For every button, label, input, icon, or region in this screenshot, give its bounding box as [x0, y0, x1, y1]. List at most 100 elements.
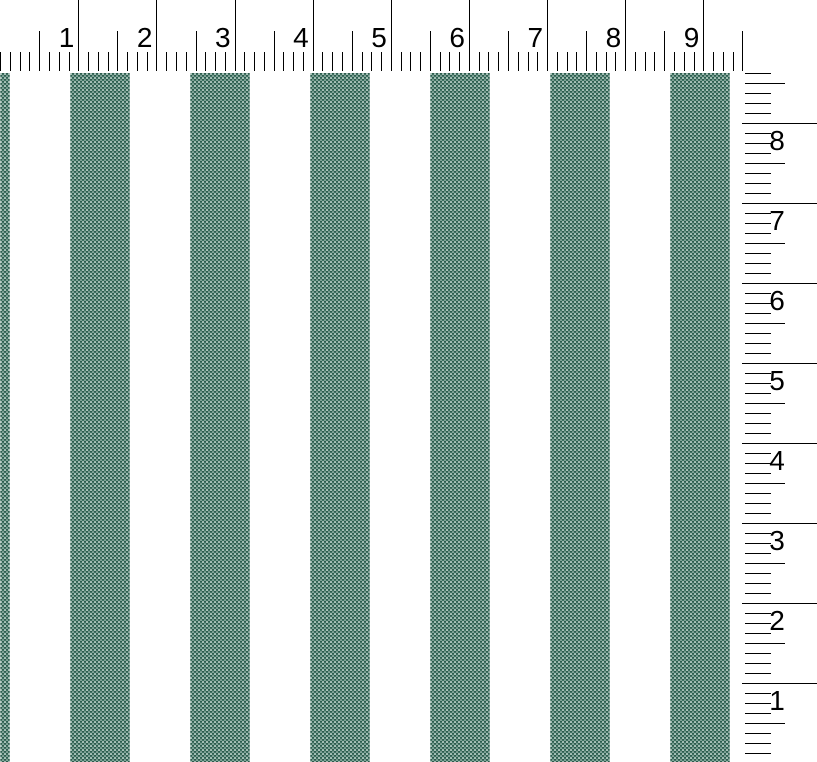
ruler-line-inch [742, 523, 817, 525]
ruler-tick-eighth [58, 52, 60, 71]
ruler-tick-eighth [332, 52, 334, 71]
ruler-tick-eighth-v [745, 653, 771, 655]
pattern-stripe [430, 73, 490, 762]
ruler-tick-eighth [156, 52, 158, 71]
ruler-line-inch [742, 123, 817, 125]
ruler-tick-eighth-v [745, 213, 771, 215]
ruler-tick-eighth [410, 52, 412, 71]
ruler-tick-eighth-v [745, 673, 771, 675]
ruler-line-inch [742, 203, 817, 205]
ruler-tick-eighth-v [745, 393, 771, 395]
ruler-tick-eighth-v [745, 663, 771, 665]
ruler-tick-eighth [576, 52, 578, 71]
ruler-tick-half-v [745, 723, 785, 725]
ruler-tick-eighth [674, 52, 676, 71]
ruler-tick-eighth [468, 52, 470, 71]
ruler-tick-eighth [566, 52, 568, 71]
ruler-tick-half-v [745, 163, 785, 165]
ruler-tick-eighth [439, 52, 441, 71]
ruler-tick-eighth-v [745, 433, 771, 435]
ruler-tick-eighth [9, 52, 11, 71]
ruler-tick-half-v [745, 563, 785, 565]
ruler-line-inch [742, 443, 817, 445]
ruler-number: 2 [136, 22, 153, 53]
ruler-tick-half-v [745, 83, 785, 85]
ruler-number: 7 [769, 205, 785, 237]
ruler-tick-eighth [420, 52, 422, 71]
ruler-tick-eighth [508, 52, 509, 71]
ruler-tick-eighth-v [745, 133, 771, 135]
ruler-tick-eighth-v [745, 313, 771, 315]
ruler-tick-eighth [283, 52, 285, 71]
ruler-tick-eighth [351, 52, 353, 71]
ruler-tick-eighth [263, 52, 265, 71]
ruler-tick-inch [312, 0, 314, 52]
ruler-tick-eighth-v [745, 753, 771, 755]
ruler-tick-inch [78, 0, 80, 52]
ruler-number: 4 [293, 22, 309, 53]
ruler-number: 7 [527, 22, 544, 53]
pattern-stripe [70, 73, 130, 762]
ruler-number: 2 [769, 605, 785, 637]
pattern-stripe [550, 73, 610, 762]
ruler-tick-eighth [713, 52, 715, 71]
ruler-tick-eighth [195, 52, 197, 71]
ruler-tick-half [39, 31, 41, 52]
ruler-number: 6 [769, 285, 785, 317]
ruler-tick-eighth [634, 52, 636, 71]
ruler-tick-eighth-v [745, 463, 771, 465]
ruler-tick-eighth [29, 52, 31, 71]
ruler-tick-eighth-v [745, 343, 771, 345]
ruler-number: 5 [371, 22, 387, 53]
ruler-tick-eighth-v [745, 153, 771, 155]
ruler-tick-eighth-v [745, 633, 771, 635]
ruler-tick-eighth-v [745, 333, 771, 335]
ruler-tick-eighth-v [745, 113, 771, 115]
ruler-tick-eighth [107, 52, 109, 71]
ruler-tick-eighth [625, 52, 627, 71]
ruler-line-inch [742, 683, 817, 685]
ruler-tick-eighth-v [745, 103, 771, 105]
ruler-tick-eighth [97, 52, 99, 71]
ruler-tick-eighth [293, 52, 295, 71]
ruler-tick-eighth [302, 52, 304, 71]
ruler-tick-eighth-v [745, 273, 771, 275]
ruler-tick-half-v [745, 483, 785, 485]
ruler-tick-eighth-v [745, 183, 771, 185]
ruler-tick-half-v [745, 243, 785, 245]
ruler-tick-inch [625, 0, 627, 52]
ruler-number: 5 [769, 365, 785, 397]
ruler-tick-eighth-v [745, 303, 771, 305]
ruler-tick-eighth [586, 52, 588, 71]
ruler-tick-eighth [400, 52, 402, 71]
pattern-stripe [310, 73, 370, 762]
ruler-tick-half [742, 31, 744, 52]
ruler-tick-eighth [205, 52, 207, 71]
ruler-tick-eighth-v [745, 493, 771, 495]
ruler-tick-eighth [39, 52, 41, 71]
ruler-tick-eighth [742, 52, 744, 71]
pattern-stripe-partial [0, 73, 10, 762]
ruler-tick-eighth-v [745, 543, 771, 545]
ruler-line-inch [742, 603, 817, 605]
ruler-tick-eighth-v [745, 553, 771, 555]
ruler-tick-eighth [381, 52, 383, 71]
ruler-tick-eighth-v [745, 383, 771, 385]
ruler-tick-eighth [244, 52, 246, 71]
ruler-tick-eighth-v [745, 453, 771, 455]
ruler-tick-eighth [732, 52, 734, 71]
ruler-tick-eighth [683, 52, 685, 71]
ruler-tick-eighth [68, 52, 70, 71]
ruler-tick-eighth [322, 52, 324, 71]
ruler-tick-eighth-v [745, 423, 771, 425]
ruler-number: 8 [769, 125, 785, 157]
ruler-tick-eighth-v [745, 693, 771, 695]
ruler-tick-eighth-v [745, 263, 771, 265]
ruler-tick-half [195, 31, 197, 52]
ruler-number: 9 [683, 22, 700, 53]
ruler-tick-eighth [0, 52, 2, 71]
ruler-tick-half [117, 31, 119, 52]
ruler-tick-eighth [88, 52, 90, 71]
